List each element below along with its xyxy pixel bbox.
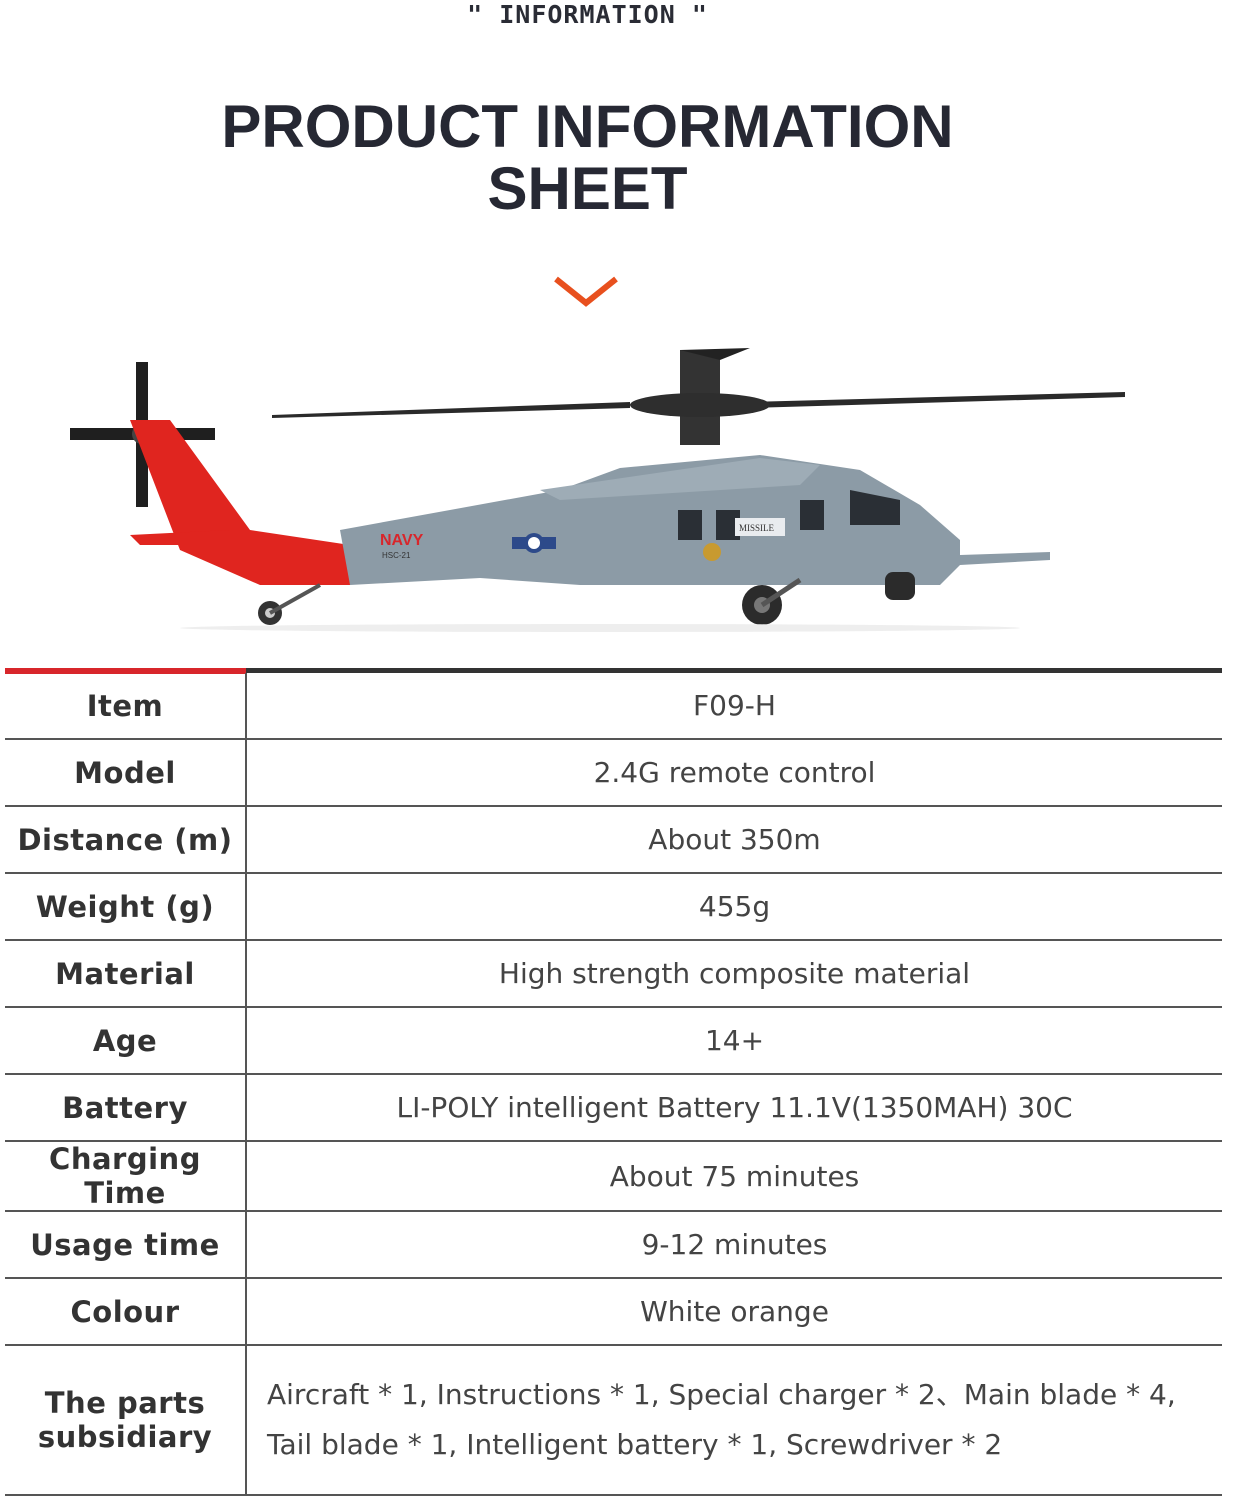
row-value: About 350m: [246, 806, 1222, 874]
title-line-1: PRODUCT INFORMATION: [221, 93, 954, 160]
row-label: Material: [5, 940, 247, 1008]
title-line-2: SHEET: [487, 155, 688, 222]
parts-value-line-2: Tail blade * 1, Intelligent battery * 1,…: [267, 1428, 1003, 1461]
row-label: Weight (g): [5, 873, 247, 941]
page-title: PRODUCT INFORMATION SHEET: [0, 96, 1175, 220]
row-label: Distance (m): [5, 806, 247, 874]
row-value: Aircraft * 1, Instructions * 1, Special …: [246, 1345, 1222, 1496]
svg-text:MISSILE: MISSILE: [739, 523, 775, 533]
section-eyebrow: " INFORMATION ": [467, 0, 708, 29]
row-value: High strength composite material: [246, 940, 1222, 1008]
table-row: Model 2.4G remote control: [5, 739, 1222, 807]
row-value: 455g: [246, 873, 1222, 941]
svg-text:HSC-21: HSC-21: [382, 551, 411, 560]
row-value: About 75 minutes: [246, 1141, 1222, 1212]
spec-table: Item F09-H Model 2.4G remote control Distanc…: [5, 673, 1222, 1496]
row-label: Battery: [5, 1074, 247, 1142]
helicopter-image: NAVY HSC-21 MISSILE: [70, 348, 1125, 632]
table-row: Usage time 9-12 minutes: [5, 1211, 1222, 1279]
parts-label-line-1: The parts: [44, 1386, 206, 1420]
row-label: Age: [5, 1007, 247, 1075]
row-label: Item: [5, 673, 247, 740]
row-value: 2.4G remote control: [246, 739, 1222, 807]
table-row: Weight (g) 455g: [5, 873, 1222, 941]
table-row: Material High strength composite material: [5, 940, 1222, 1008]
row-value: 9-12 minutes: [246, 1211, 1222, 1279]
parts-label-line-2: subsidiary: [37, 1420, 213, 1454]
row-value: F09-H: [246, 673, 1222, 740]
table-row: Battery LI-POLY intelligent Battery 11.1V…: [5, 1074, 1222, 1142]
table-row: Charging Time About 75 minutes: [5, 1141, 1222, 1212]
row-label: Colour: [5, 1278, 247, 1346]
table-top-rule: [246, 668, 1222, 673]
row-value: 14+: [246, 1007, 1222, 1075]
chevron-down-icon: [554, 276, 618, 307]
table-row: Age 14+: [5, 1007, 1222, 1075]
svg-text:NAVY: NAVY: [380, 532, 424, 549]
row-value: LI-POLY intelligent Battery 11.1V(1350MA…: [246, 1074, 1222, 1142]
table-top-accent: [5, 668, 246, 674]
table-row: Distance (m) About 350m: [5, 806, 1222, 874]
row-label: The parts subsidiary: [5, 1345, 247, 1496]
row-label: Model: [5, 739, 247, 807]
table-row: Colour White orange: [5, 1278, 1222, 1346]
row-label: Usage time: [5, 1211, 247, 1279]
table-row: Item F09-H: [5, 673, 1222, 740]
parts-value-line-1: Aircraft * 1, Instructions * 1, Special …: [267, 1378, 1176, 1411]
row-label: Charging Time: [5, 1141, 247, 1212]
table-row-parts: The parts subsidiary Aircraft * 1, Instr…: [5, 1345, 1222, 1496]
row-value: White orange: [246, 1278, 1222, 1346]
